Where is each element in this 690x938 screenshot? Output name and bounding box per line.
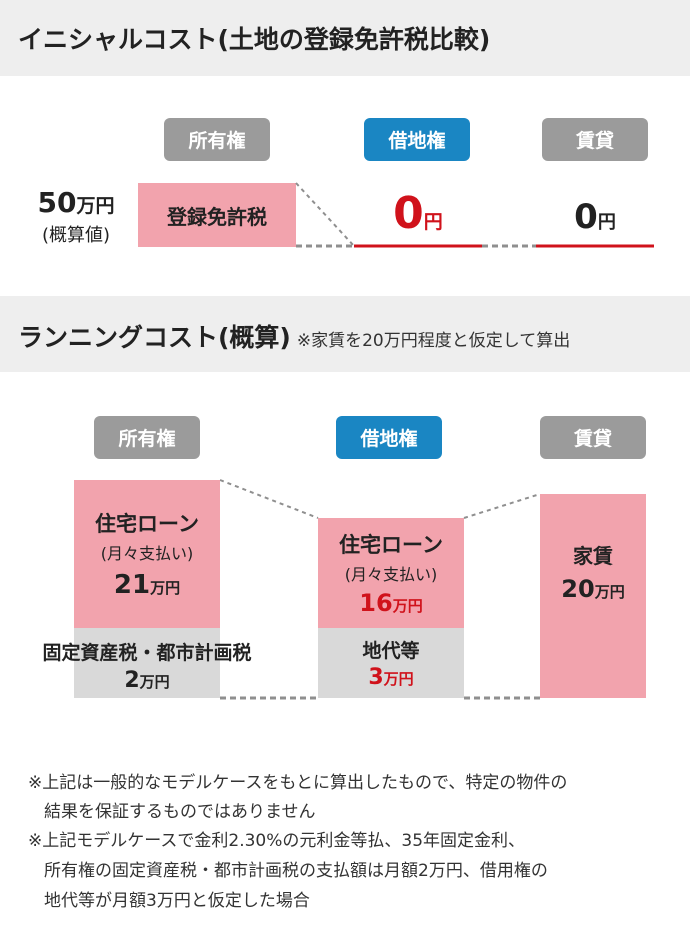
leasehold-loan-sub: (月々支払い) [344, 565, 438, 584]
owned-loan-label: 住宅ローン [95, 512, 199, 536]
leasehold-rent-unit: 万円 [383, 670, 414, 688]
note-line-3: ※上記モデルケースで金利2.30%の元利金等払、35年固定金利、 [28, 831, 526, 851]
owned-loan-num: 21 [113, 570, 151, 600]
leasehold-rent-box: 地代等 3万円 [318, 628, 464, 698]
leasehold-loan-box: 住宅ローン (月々支払い) 16万円 [318, 518, 464, 628]
pill-owned-running: 所有権 [94, 416, 200, 459]
owned-initial-amount: 50万円 (概算値) [20, 180, 132, 252]
owned-tax-box [74, 628, 220, 698]
running-cost-header [0, 296, 690, 372]
leasehold-loan-num: 16 [359, 589, 393, 617]
owned-tax-label: 固定資産税・都市計画税 [42, 642, 252, 664]
rent-unit: 万円 [594, 583, 625, 601]
leasehold-loan-label: 住宅ローン [339, 533, 443, 557]
owned-initial-amount-num: 50 [37, 185, 77, 219]
running-dash-top-1 [219, 479, 319, 519]
note-line-4: 所有権の固定資産税・都市計画税の支払額は月額2万円、借用権の [44, 861, 548, 881]
rent-initial-value: 0円 [536, 192, 654, 242]
leasehold-initial-value: 0円 [354, 186, 482, 242]
owned-initial-amount-note: (概算値) [41, 224, 111, 246]
note-line-1: ※上記は一般的なモデルケースをもとに算出したもので、特定の物件の [28, 773, 568, 793]
owned-initial-amount-unit: 万円 [76, 194, 115, 217]
owned-tax-value: 2万円 [74, 668, 220, 693]
running-dash-top-2 [463, 493, 541, 519]
note-line-5: 地代等が月額3万円と仮定した場合 [44, 891, 310, 911]
leasehold-rent-num: 3 [368, 665, 384, 690]
running-cost-title: ランニングコスト(概算) [18, 323, 291, 352]
owned-tax-unit: 万円 [139, 673, 170, 691]
pill-owned-initial: 所有権 [164, 118, 270, 161]
initial-cost-title: イニシャルコスト(土地の登録免許税比較) [18, 25, 491, 54]
running-cost-title-wrap: ランニングコスト(概算) ※家賃を20万円程度と仮定して算出 [18, 318, 570, 354]
initial-connector-lines [295, 182, 654, 248]
owned-loan-box: 住宅ローン (月々支払い) 21万円 [74, 480, 220, 628]
owned-tax-num: 2 [124, 668, 140, 693]
rent-num: 20 [561, 575, 595, 603]
pill-rent-initial: 賃貸 [542, 118, 648, 161]
leasehold-rent-label: 地代等 [362, 640, 420, 662]
leasehold-loan-unit: 万円 [392, 597, 423, 615]
initial-cost-header [0, 0, 690, 76]
owned-loan-unit: 万円 [150, 579, 181, 597]
rent-initial-value-unit: 円 [597, 212, 616, 233]
pill-leasehold-initial: 借地権 [364, 118, 470, 161]
running-connector-lines [219, 479, 541, 700]
pill-leasehold-running: 借地権 [336, 416, 442, 459]
owned-registration-tax-label: 登録免許税 [167, 204, 267, 229]
note-line-2: 結果を保証するものではありません [44, 802, 316, 822]
leasehold-initial-value-unit: 円 [423, 211, 443, 233]
owned-registration-tax-box: 登録免許税 [138, 183, 296, 247]
rent-box: 家賃 20万円 [540, 494, 646, 698]
initial-dash-diagonal [295, 182, 355, 247]
rent-label: 家賃 [573, 544, 613, 568]
pill-rent-running: 賃貸 [540, 416, 646, 459]
running-cost-note: ※家賃を20万円程度と仮定して算出 [296, 331, 571, 351]
leasehold-initial-value-num: 0 [393, 188, 424, 239]
owned-loan-sub: (月々支払い) [100, 544, 194, 563]
rent-initial-value-num: 0 [574, 197, 598, 237]
